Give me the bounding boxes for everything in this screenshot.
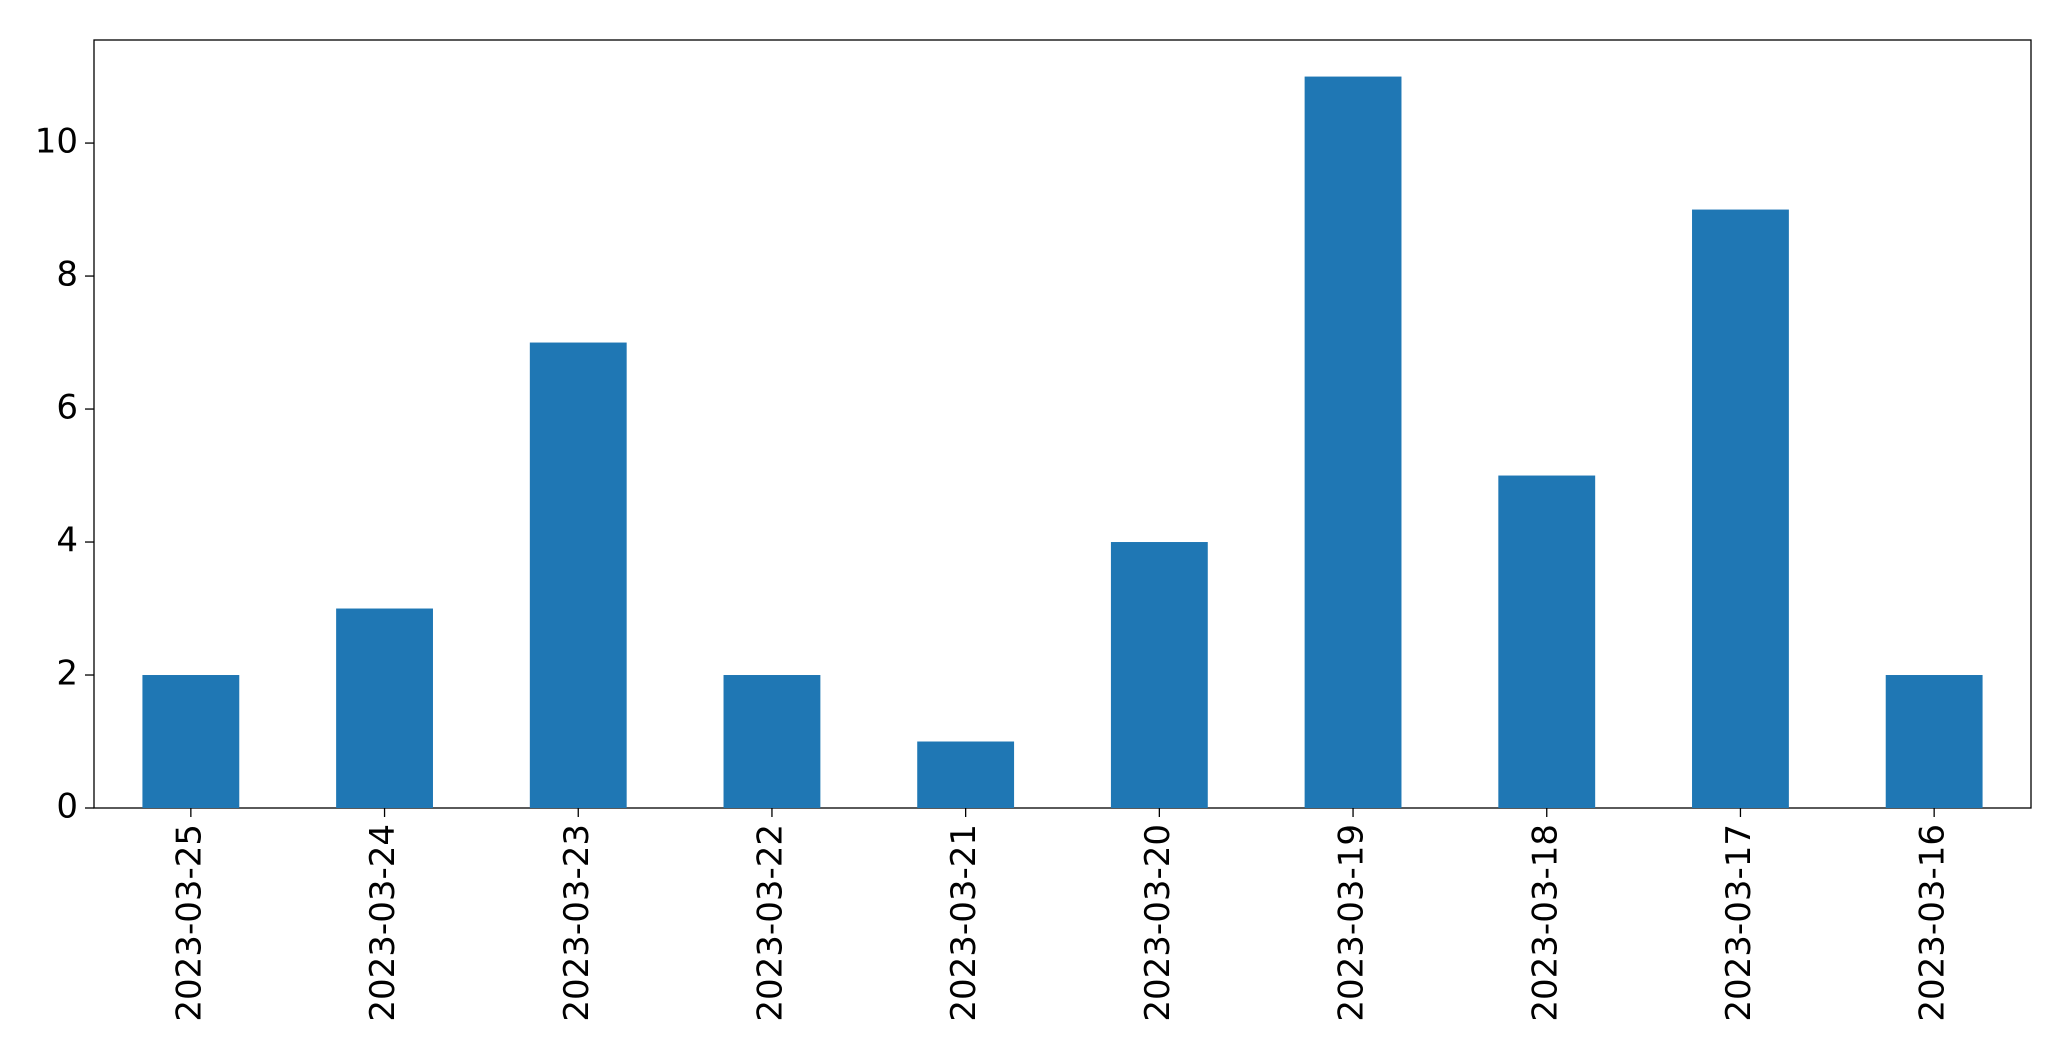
y-tick-label: 10 [35,122,78,162]
bar [1304,76,1402,809]
bar [917,741,1015,808]
bar [1692,209,1789,808]
x-tick-label: 2023-03-23 [557,824,597,1022]
x-tick-label: 2023-03-16 [1913,824,1953,1022]
bar [1885,675,1983,808]
bar [336,608,433,808]
x-tick-label: 2023-03-22 [750,824,790,1022]
bar [1498,475,1596,808]
y-tick-label: 2 [56,654,78,694]
bar [529,342,627,808]
x-tick-label: 2023-03-24 [363,824,403,1022]
x-tick-label: 2023-03-21 [944,824,984,1022]
plot-frame [93,39,2032,809]
x-tick-label: 2023-03-18 [1525,824,1565,1022]
y-tick-label: 6 [56,388,78,428]
y-tick-label: 0 [56,787,78,827]
x-tick-label: 2023-03-20 [1138,824,1178,1022]
bar [1110,542,1208,808]
y-tick-label: 4 [56,521,78,561]
bar [723,675,821,808]
x-tick-label: 2023-03-19 [1332,824,1372,1022]
y-tick-label: 8 [56,255,78,295]
bar [142,675,240,808]
x-tick-label: 2023-03-17 [1719,824,1759,1022]
x-tick-label: 2023-03-25 [169,824,209,1022]
